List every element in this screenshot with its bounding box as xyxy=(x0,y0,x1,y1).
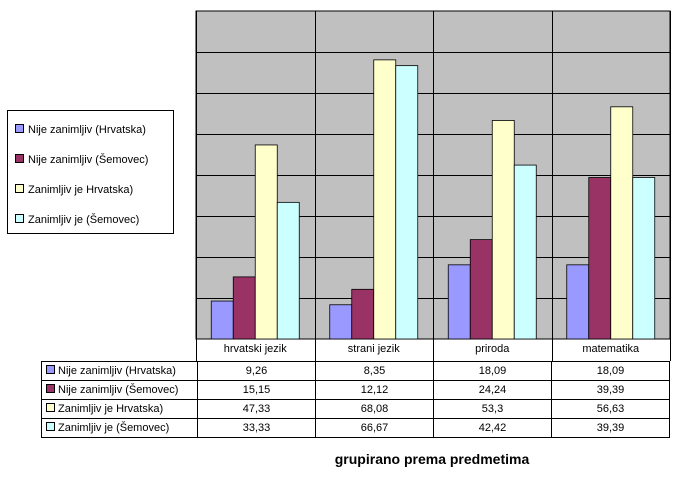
data-table-row: Nije zanimljiv (Šemovec) 15,15 12,12 24,24 3… xyxy=(41,380,670,400)
data-table-value: 18,09 xyxy=(551,361,670,381)
data-table-value: 47,33 xyxy=(197,399,316,419)
legend-label: Zanimljiv je (Šemovec) xyxy=(28,214,140,226)
legend-item: Nije zanimljiv (Hrvatska) xyxy=(15,123,146,137)
bar xyxy=(588,177,612,340)
data-table-swatch xyxy=(46,384,55,393)
legend-swatch xyxy=(15,214,24,223)
data-table-value: 24,24 xyxy=(433,380,552,400)
bar xyxy=(395,65,419,340)
data-table-value: 12,12 xyxy=(315,380,434,400)
bar xyxy=(254,144,278,340)
data-table-swatch xyxy=(46,403,55,412)
legend-label: Zanimljiv je Hrvatska) xyxy=(28,184,134,196)
category-label: hrvatski jezik xyxy=(224,343,287,355)
data-table: Nije zanimljiv (Hrvatska) 9,26 8,35 18,09 18… xyxy=(41,361,670,438)
bar xyxy=(610,106,634,340)
data-table-value: 18,09 xyxy=(433,361,552,381)
legend-item: Zanimljiv je (Šemovec) xyxy=(15,213,139,227)
legend-item: Zanimljiv je Hrvatska) xyxy=(15,183,133,197)
bar xyxy=(232,276,256,340)
data-table-value: 15,15 xyxy=(197,380,316,400)
data-table-value: 66,67 xyxy=(315,418,434,438)
data-table-value: 8,35 xyxy=(315,361,434,381)
bar xyxy=(469,239,493,340)
data-table-value: 68,08 xyxy=(315,399,434,419)
bar xyxy=(447,264,471,340)
data-table-value: 39,39 xyxy=(551,380,670,400)
bar xyxy=(351,288,375,340)
data-table-value: 33,33 xyxy=(197,418,316,438)
data-table-series-label: Nije zanimljiv (Šemovec) xyxy=(58,384,179,396)
legend-swatch xyxy=(15,154,24,163)
data-table-swatch xyxy=(46,422,55,431)
category-label: matematika xyxy=(582,343,640,355)
legend-item: Nije zanimljiv (Šemovec) xyxy=(15,153,148,167)
bar xyxy=(632,177,656,340)
data-table-value: 39,39 xyxy=(551,418,670,438)
data-table-swatch xyxy=(46,365,55,374)
category-label: priroda xyxy=(475,343,510,355)
bar xyxy=(513,164,537,340)
data-table-row: Zanimljiv je (Šemovec) 33,33 66,67 42,42 39,… xyxy=(41,418,670,438)
data-table-value: 42,42 xyxy=(433,418,552,438)
legend: Nije zanimljiv (Hrvatska) Nije zanimljiv … xyxy=(7,110,174,234)
category-label: strani jezik xyxy=(348,343,400,355)
data-table-value: 9,26 xyxy=(197,361,316,381)
x-axis-label: grupirano prema predmetima xyxy=(334,451,530,467)
data-table-series-label: Zanimljiv je (Šemovec) xyxy=(58,422,170,434)
data-table-value: 53,3 xyxy=(433,399,552,419)
legend-label: Nije zanimljiv (Šemovec) xyxy=(28,154,149,166)
data-table-series: Zanimljiv je (Šemovec) xyxy=(41,418,198,438)
data-table-row: Nije zanimljiv (Hrvatska) 9,26 8,35 18,09 18… xyxy=(41,361,670,381)
data-table-series-label: Zanimljiv je Hrvatska) xyxy=(58,403,164,415)
bar xyxy=(566,264,590,340)
bars xyxy=(210,59,656,340)
data-table-value: 56,63 xyxy=(551,399,670,419)
legend-swatch xyxy=(15,124,24,133)
bar xyxy=(491,120,515,340)
data-table-series: Nije zanimljiv (Šemovec) xyxy=(41,380,198,400)
bar xyxy=(329,304,353,340)
bar xyxy=(210,300,234,340)
data-table-series: Nije zanimljiv (Hrvatska) xyxy=(41,361,198,381)
bar xyxy=(276,201,300,340)
data-table-series-label: Nije zanimljiv (Hrvatska) xyxy=(58,365,176,377)
legend-swatch xyxy=(15,184,24,193)
data-table-series: Zanimljiv je Hrvatska) xyxy=(41,399,198,419)
data-table-row: Zanimljiv je Hrvatska) 47,33 68,08 53,3 56,6… xyxy=(41,399,670,419)
bar xyxy=(373,59,397,340)
category-labels: hrvatski jezik strani jezik priroda matemat… xyxy=(224,343,640,355)
legend-label: Nije zanimljiv (Hrvatska) xyxy=(28,124,146,136)
